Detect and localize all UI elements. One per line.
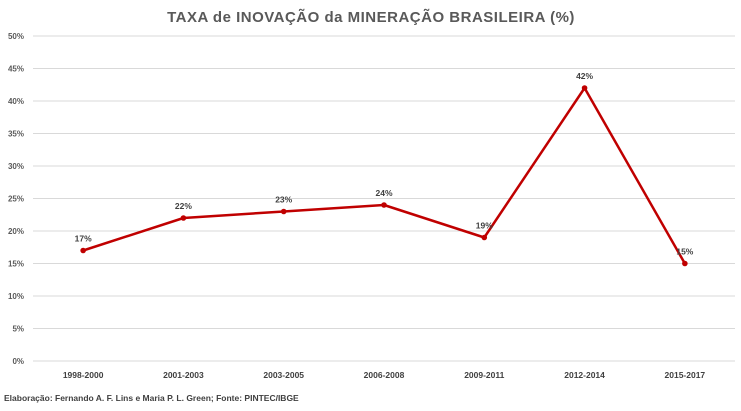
x-tick-label: 2003-2005 <box>263 370 304 380</box>
data-label: 15% <box>676 247 693 257</box>
y-tick-label: 20% <box>8 227 24 236</box>
x-tick-label: 2015-2017 <box>665 370 706 380</box>
y-tick-label: 45% <box>8 65 24 74</box>
x-tick-label: 2009-2011 <box>464 370 504 380</box>
data-label: 17% <box>75 234 92 244</box>
x-tick-label: 1998-2000 <box>63 370 104 380</box>
data-label: 23% <box>275 195 292 205</box>
y-tick-label: 15% <box>8 260 24 269</box>
y-tick-label: 35% <box>8 130 24 139</box>
data-label: 24% <box>375 188 392 198</box>
data-point <box>581 85 588 91</box>
data-label: 42% <box>576 71 593 81</box>
x-tick-label: 2012-2014 <box>564 370 605 380</box>
y-tick-label: 5% <box>12 325 24 334</box>
data-label: 19% <box>476 221 493 231</box>
footer-source: Elaboração: Fernando A. F. Lins e Maria … <box>4 393 299 403</box>
data-point <box>481 234 488 241</box>
x-tick-label: 2006-2008 <box>364 370 405 380</box>
chart-title: TAXA de INOVAÇÃO da MINERAÇÃO BRASILEIRA… <box>167 8 575 26</box>
y-tick-label: 40% <box>8 97 24 106</box>
y-tick-label: 30% <box>8 162 24 171</box>
data-point <box>80 247 86 254</box>
data-point <box>381 202 387 208</box>
y-tick-label: 10% <box>8 292 24 301</box>
data-point <box>180 215 187 221</box>
y-tick-label: 25% <box>8 195 24 204</box>
series-line <box>82 86 686 265</box>
x-tick-label: 2001-2003 <box>163 370 204 380</box>
data-point <box>682 260 688 267</box>
data-label: 22% <box>175 201 192 211</box>
y-tick-label: 0% <box>12 357 24 366</box>
y-tick-label: 50% <box>8 32 24 41</box>
data-point <box>280 208 287 215</box>
